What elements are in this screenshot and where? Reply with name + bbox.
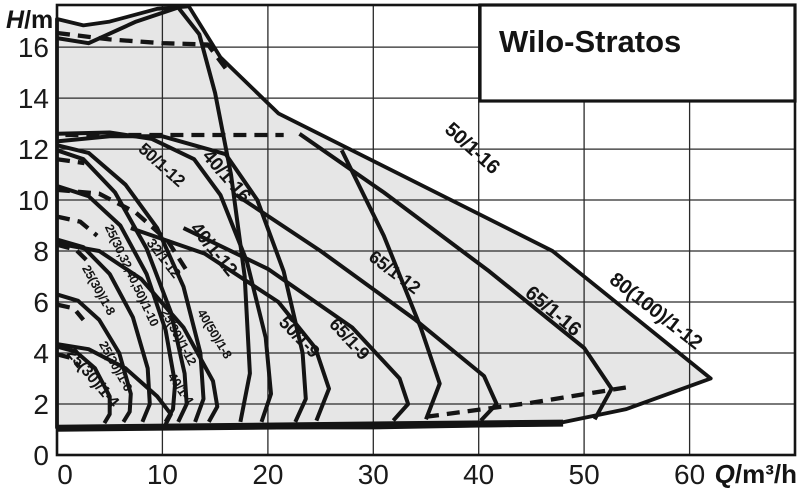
title-box	[478, 3, 797, 103]
y-axis-unit: /m	[24, 6, 53, 34]
curve-65/1-16	[298, 132, 614, 421]
axis-tick-labels: 0 2 4 6 8 10 12 14 16 0 10 20 30 40 50 60	[18, 32, 705, 490]
curve-25(30)/1-6	[56, 292, 133, 423]
x-tick-label: 60	[674, 459, 705, 490]
pump-curves	[55, 4, 713, 432]
curve-limit-dashed-10.4	[56, 187, 188, 271]
y-axis-label: H/m	[6, 6, 53, 34]
y-tick-label: 16	[18, 32, 49, 63]
curve-limit-dashed-9.3	[56, 214, 99, 238]
curve-50/1-16-drop	[339, 149, 442, 421]
curve-25(30)/1-12	[56, 148, 189, 423]
chart-title: Wilo-Stratos	[499, 24, 681, 59]
y-tick-label: 2	[33, 389, 49, 420]
x-axis-variable: Q	[715, 459, 735, 489]
curve-40/1-4	[56, 342, 173, 426]
y-axis-variable: H	[6, 6, 25, 34]
curve-40(50)/1-8	[56, 241, 220, 423]
curve-25(30)/1-4	[56, 344, 112, 425]
x-tick-label: 20	[252, 459, 283, 490]
curve-25(30,32,40,50)/1-10	[56, 184, 178, 423]
x-tick-label: 30	[358, 459, 389, 490]
y-tick-label: 4	[33, 338, 49, 369]
x-axis-unit: /m³/h	[735, 459, 797, 489]
x-axis-label: Q/m³/h	[715, 459, 797, 489]
y-tick-label: 14	[18, 83, 49, 114]
y-tick-label: 6	[33, 287, 49, 318]
x-tick-label: 10	[147, 459, 178, 490]
y-tick-label: 8	[33, 236, 49, 267]
envelope-outline	[55, 4, 713, 430]
curve-limit-dashed-11.5	[56, 157, 85, 166]
curve-65/1-9	[182, 226, 411, 422]
x-tick-label: 40	[463, 459, 494, 490]
curve-40/1-16	[56, 5, 252, 423]
y-tick-label: 10	[18, 185, 49, 216]
curve-40/1-12	[56, 130, 273, 423]
y-tick-label: 0	[33, 440, 49, 471]
curve-32/1-12	[56, 143, 206, 423]
curve-limit-dashed-3.9	[56, 352, 81, 369]
curve-limit-dashed-bottom	[425, 385, 627, 419]
x-tick-label: 0	[57, 459, 73, 490]
plot-frame	[55, 3, 797, 457]
bottom-band	[56, 419, 564, 432]
y-tick-label: 12	[18, 134, 49, 165]
curve-limit-dashed-5.9	[56, 302, 86, 322]
curve-50/1-9	[130, 226, 331, 422]
x-tick-label: 50	[569, 459, 600, 490]
curve-limit-dashed-8.2	[56, 242, 90, 263]
curve-limit-dashed-top	[56, 30, 231, 74]
